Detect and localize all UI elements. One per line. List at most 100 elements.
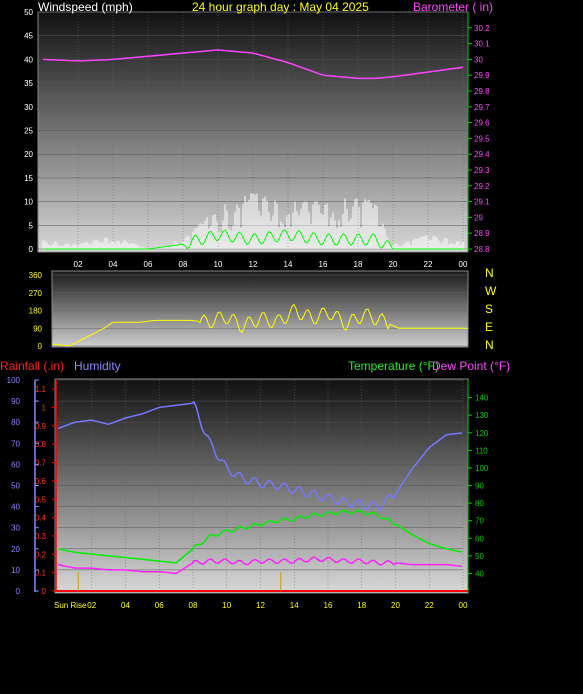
- wind-x-tick-label: 22: [424, 260, 433, 269]
- sunrise-label: Sun Rise: [54, 601, 87, 610]
- temperature-line: [57, 509, 463, 564]
- rainfall-title: Rainfall (.in): [0, 359, 64, 373]
- wind-average-line: [43, 229, 463, 250]
- temperature-tick-label: 130: [475, 411, 489, 420]
- compass-label: N: [485, 266, 494, 280]
- wind-tick-label: 25: [24, 127, 33, 136]
- rain-tick-label: 0.9: [35, 422, 47, 431]
- temp-x-tick-label: 14: [290, 601, 299, 610]
- wind-direction-line: [51, 303, 468, 347]
- wind-x-tick-label: 06: [144, 260, 153, 269]
- wind-x-tick-label: 08: [179, 260, 188, 269]
- temp-x-tick-label: 16: [324, 601, 333, 610]
- barometer-title: Barometer ( in): [413, 0, 493, 14]
- rain-tick-label: 0: [42, 587, 47, 596]
- barometer-tick-label: 29.3: [474, 166, 490, 175]
- wind-tick-label: 30: [24, 103, 33, 112]
- wind-tick-label: 40: [24, 55, 33, 64]
- barometer-tick-label: 28.9: [474, 229, 490, 238]
- rain-tick-label: 0.1: [35, 569, 47, 578]
- wind-x-tick-label: 10: [214, 260, 223, 269]
- humidity-tick-label: 100: [7, 376, 21, 385]
- wind-tick-label: 0: [29, 245, 34, 254]
- compass-label: S: [485, 302, 493, 316]
- temp-x-tick-label: 10: [222, 601, 231, 610]
- wind-x-tick-label: 00: [459, 260, 468, 269]
- barometer-tick-label: 30.2: [474, 24, 490, 33]
- direction-grid: [52, 274, 468, 347]
- humidity-tick-label: 50: [11, 482, 20, 491]
- barometer-tick-label: 28.8: [474, 245, 490, 254]
- wind-axis-ticks: 0 5 10 15 20 25 30 35 40 45 50: [24, 8, 33, 254]
- temp-plot-area: [54, 378, 469, 594]
- humidity-tick-label: 90: [11, 397, 20, 406]
- temp-x-tick-label: 12: [256, 601, 265, 610]
- temp-x-tick-label: 18: [357, 601, 366, 610]
- wind-x-tick-label: 16: [319, 260, 328, 269]
- rain-tick-label: 0.3: [35, 532, 47, 541]
- temperature-tick-label: 110: [475, 446, 488, 455]
- humidity-tick-label: 20: [11, 545, 20, 554]
- wind-x-tick-label: 18: [354, 260, 363, 269]
- wind-tick-label: 45: [24, 32, 33, 41]
- temp-x-tick-label: 08: [189, 601, 198, 610]
- rain-tick-label: 0.7: [35, 459, 47, 468]
- humidity-tick-label: 70: [11, 439, 20, 448]
- wind-tick-label: 5: [29, 221, 34, 230]
- wind-x-tick-label: 20: [389, 260, 398, 269]
- barometer-tick-label: 29.6: [474, 119, 490, 128]
- humidity-tick-label: 80: [11, 418, 20, 427]
- temperature-tick-label: 70: [475, 517, 484, 526]
- direction-tick-label: 180: [29, 307, 43, 316]
- wind-tick-label: 20: [24, 150, 33, 159]
- compass-label: N: [485, 338, 494, 352]
- wind-x-tick-label: 12: [249, 260, 258, 269]
- temperature-tick-label: 140: [475, 394, 489, 403]
- barometer-tick-label: 29.9: [474, 71, 490, 80]
- dewpoint-title: Dew Point (°F): [432, 359, 510, 373]
- temperature-tick-label: 80: [475, 499, 484, 508]
- temperature-title: Temperature (°F): [348, 359, 439, 373]
- rain-tick-label: 1.1: [35, 385, 47, 394]
- humidity-title: Humidity: [74, 359, 121, 373]
- wind-tick-label: 35: [24, 79, 33, 88]
- barometer-tick-label: 30: [474, 55, 483, 64]
- barometer-tick-label: 29.2: [474, 182, 490, 191]
- wind-x-tick-label: 02: [74, 260, 83, 269]
- direction-tick-label: 270: [29, 289, 43, 298]
- rain-tick-label: 0.5: [35, 495, 47, 504]
- rain-tick-label: 0.4: [35, 514, 47, 523]
- direction-plot-area: [51, 270, 469, 348]
- humidity-tick-label: 60: [11, 460, 20, 469]
- humidity-tick-label: 0: [16, 587, 21, 596]
- wind-x-tick-label: 14: [284, 260, 293, 269]
- temp-x-tick-label: 00: [459, 601, 468, 610]
- direction-tick-label: 360: [29, 271, 43, 280]
- temp-x-tick-label: 02: [87, 601, 96, 610]
- barometer-tick-label: 30.1: [474, 40, 490, 49]
- rain-tick-label: 0.6: [35, 477, 47, 486]
- temp-x-axis-ticks: 02 04 06 08 10 12 14 16 18 20 22 00: [87, 601, 468, 610]
- humidity-line: [57, 400, 463, 511]
- dewpoint-line: [57, 556, 463, 575]
- barometer-line: [42, 49, 464, 80]
- barometer-tick-label: 29.4: [474, 150, 490, 159]
- wind-x-tick-label: 04: [109, 260, 118, 269]
- rain-tick-label: 1: [42, 404, 47, 413]
- barometer-axis-ticks: 28.8 28.9 29 29.1 29.2 29.3 29.4 29.5 29.6 29.7 29…: [467, 12, 490, 254]
- chart-date-title: 24 hour graph day : May 04 2025: [192, 0, 369, 14]
- wind-title: Windspeed (mph): [38, 0, 133, 14]
- wind-tick-label: 15: [24, 174, 33, 183]
- barometer-tick-label: 29: [474, 213, 483, 222]
- wind-tick-label: 50: [24, 8, 33, 17]
- compass-label: E: [485, 320, 493, 334]
- direction-tick-label: 90: [33, 324, 42, 333]
- temperature-tick-label: 50: [475, 552, 484, 561]
- temperature-tick-label: 100: [475, 464, 489, 473]
- temperature-axis-ticks: 40 50 60 70 80 90 100 110 120 130 140: [468, 394, 489, 578]
- temp-x-tick-label: 22: [425, 601, 434, 610]
- temperature-tick-label: 90: [475, 482, 484, 491]
- temp-x-tick-label: 06: [155, 601, 164, 610]
- wind-tick-label: 10: [24, 198, 33, 207]
